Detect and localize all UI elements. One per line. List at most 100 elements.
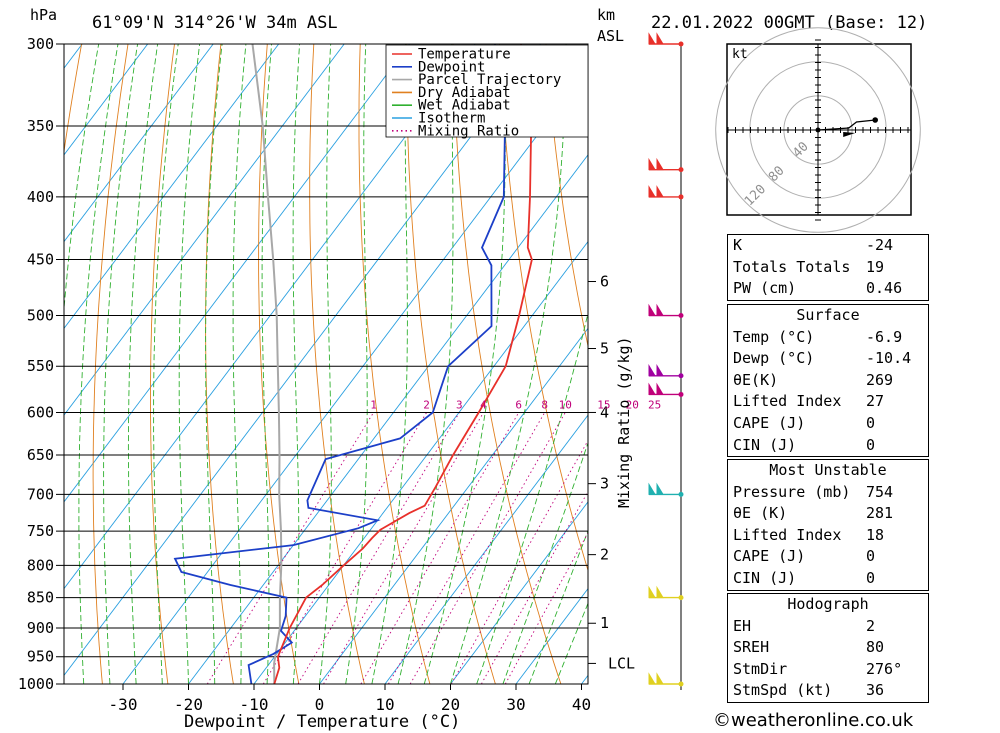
isotherm-line	[0, 44, 17, 684]
mixing-ratio-line	[388, 412, 546, 684]
wind-barb-flag	[648, 482, 656, 495]
wet-adiabat-line	[345, 44, 368, 684]
isotherm-line	[384, 414, 588, 684]
wet-adiabat-line	[397, 44, 454, 684]
wet-adiabat-line	[319, 44, 332, 684]
axes: 3003504004505005506006507007508008509009…	[18, 35, 635, 714]
storm-motion-arrow	[843, 132, 856, 137]
isotherm-line	[64, 44, 280, 330]
isotherm-line	[64, 44, 149, 156]
hodograph-origin-dot	[815, 127, 821, 133]
pressure-tick-label: 950	[27, 648, 54, 666]
wind-level-dot	[678, 491, 684, 497]
x-axis-label: Dewpoint / Temperature (°C)	[184, 712, 460, 732]
wind-barb-flag	[656, 585, 664, 599]
legend-label: Parcel Trajectory	[418, 72, 561, 88]
legend-label: Isotherm	[418, 111, 485, 127]
dry-adiabat-line	[205, 44, 234, 684]
pressure-tick-label: 550	[27, 357, 54, 375]
mixing-ratio-label: 1	[370, 398, 377, 411]
surface-title: Surface	[796, 306, 860, 324]
dry-adiabat-line	[545, 44, 588, 349]
k-index-row: K -24	[733, 236, 894, 254]
wind-barb-flag	[656, 303, 664, 317]
isotherm-line	[64, 44, 542, 677]
run-title: 22.01.2022 00GMT (Base: 12)	[651, 13, 927, 33]
dry-adiabat-line	[917, 44, 1000, 684]
wind-barb-flag	[648, 32, 656, 45]
pressure-tick-label: 450	[27, 251, 54, 269]
km-tick-label: 4	[600, 403, 609, 421]
wind-barb-flag	[656, 672, 664, 685]
hodograph-ring	[715, 27, 921, 233]
x-tick-label: 40	[572, 695, 591, 714]
km-tick-label: 3	[600, 475, 609, 493]
mixing-ratio-line	[360, 412, 520, 684]
wind-barb-flag	[648, 382, 656, 395]
isotherm-line	[450, 501, 588, 684]
temperature-curve	[273, 44, 533, 684]
wind-level-dot	[678, 313, 684, 319]
location-title: 61°09'N 314°26'W 34m ASL	[92, 13, 338, 33]
wind-barb-flag	[656, 482, 664, 495]
wind-barb-flag	[656, 157, 664, 171]
pressure-tick-label: 300	[27, 35, 54, 53]
totals-totals-row: Totals Totals 19	[733, 257, 885, 276]
pressure-tick-label: 400	[27, 188, 54, 206]
sounding-curves	[173, 44, 533, 684]
wind-level-dot	[678, 167, 684, 173]
footer-credit: ©weatheronline.co.uk	[713, 710, 914, 731]
wet-adiabat-line	[205, 44, 223, 684]
isotherm-line	[319, 327, 588, 684]
legend-label: Mixing Ratio	[418, 123, 519, 139]
mixing-ratio-label: 8	[541, 398, 548, 411]
hpa-unit-label: hPa	[30, 6, 57, 24]
hodograph-stats-panel: Hodograph EH 2 SREH 80 StmDir 276° StmSpd (…	[727, 593, 929, 703]
x-tick-label: 20	[441, 695, 460, 714]
wind-barb-flag	[648, 363, 656, 377]
km-tick-label: 2	[600, 546, 609, 564]
dry-adiabat-line	[358, 44, 431, 684]
mixing-ratio-label: 6	[515, 398, 522, 411]
wind-barb-flag	[648, 157, 656, 171]
km-tick-label: 5	[600, 340, 609, 358]
wet-adiabat-line	[528, 529, 588, 684]
isotherm-line	[64, 44, 476, 590]
wind-barb-flag	[656, 363, 664, 377]
most-unstable-panel: Most Unstable Pressure (mb) 754 θE (K) 281…	[727, 459, 929, 591]
wind-barb-flag	[648, 672, 656, 685]
legend-label: Dry Adiabat	[418, 85, 511, 101]
pressure-tick-label: 700	[27, 485, 54, 503]
mixing-ratio-label: 2	[423, 398, 430, 411]
pressure-tick-label: 600	[27, 403, 54, 421]
mixing-ratio-line	[297, 412, 460, 684]
legend-label: Temperature	[418, 47, 511, 63]
hodograph-end-dot	[872, 117, 878, 123]
mixing-ratio-line	[481, 490, 588, 684]
pressure-tick-label: 850	[27, 589, 54, 607]
pressure-tick-label: 500	[27, 307, 54, 325]
pressure-tick-label: 750	[27, 522, 54, 540]
wet-adiabat-line	[153, 44, 179, 684]
wind-level-dot	[678, 681, 684, 687]
mixing-ratio-axis-label: Mixing Ratio (g/kg)	[615, 336, 633, 508]
pressure-tick-label: 900	[27, 619, 54, 637]
hodograph-trace	[817, 119, 876, 131]
isotherm-line	[253, 240, 588, 684]
mixing-ratio-line	[206, 412, 374, 684]
plot-frame	[63, 43, 589, 685]
legend-label: Dewpoint	[418, 59, 485, 75]
x-tick-label: -30	[109, 695, 138, 714]
x-tick-label: 30	[506, 695, 525, 714]
dry-adiabat-line	[92, 44, 129, 684]
pw-row: PW (cm) 0.46	[733, 279, 903, 298]
mixing-ratio-labels: 1 2 3 4 6 8 10 15 20 25	[370, 398, 661, 411]
x-tick-label: 10	[375, 695, 394, 714]
wind-level-dot	[678, 194, 684, 200]
wet-adiabat-line	[371, 44, 408, 684]
wet-adiabat-line	[502, 441, 588, 684]
pressure-tick-label: 800	[27, 556, 54, 574]
mixing-ratio-label: 10	[559, 398, 572, 411]
lcl-label: LCL	[608, 654, 635, 672]
